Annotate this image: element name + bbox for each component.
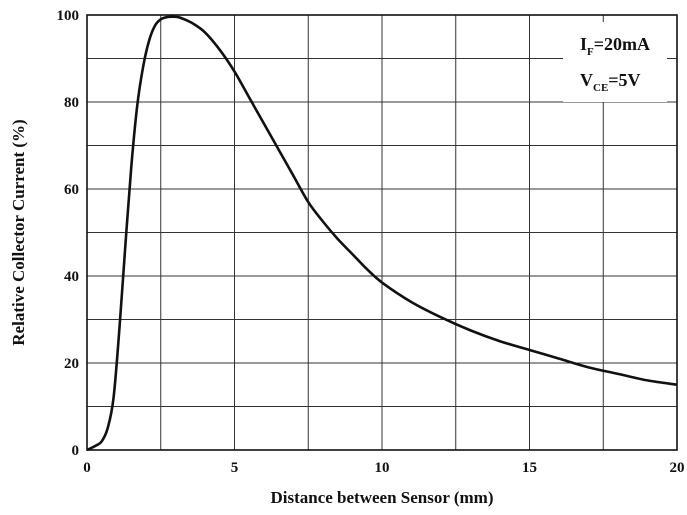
x-tick-label: 20 xyxy=(670,460,685,476)
x-tick-label: 5 xyxy=(231,460,239,476)
annotation-if-main: I xyxy=(580,34,587,54)
annotation-if-rest: =20mA xyxy=(594,34,650,54)
grid xyxy=(87,15,677,450)
y-axis-title: Relative Collector Current (%) xyxy=(9,119,28,345)
plot-frame xyxy=(86,14,678,451)
y-tick-label: 60 xyxy=(64,182,79,198)
annotation-vce-rest: =5V xyxy=(608,70,640,90)
x-axis-title: Distance between Sensor (mm) xyxy=(270,488,493,507)
annotation-vce-main: V xyxy=(580,70,593,90)
y-tick-label: 20 xyxy=(64,356,79,372)
tick-labels: 0 5 10 15 20 0 20 40 60 80 100 xyxy=(57,8,685,476)
x-tick-label: 0 xyxy=(83,460,91,476)
y-tick-label: 80 xyxy=(64,95,79,111)
annotation-if-sub: F xyxy=(587,46,594,58)
annotation-vce-sub: CE xyxy=(593,82,608,94)
legend-background xyxy=(563,22,667,102)
series-line xyxy=(86,15,678,452)
x-tick-label: 15 xyxy=(522,460,537,476)
annotation-vce: VCE=5V xyxy=(580,70,641,94)
legend: IF=20mA VCE=5V xyxy=(563,22,667,102)
y-tick-label: 100 xyxy=(57,8,80,24)
y-tick-label: 40 xyxy=(64,269,79,285)
series-layer xyxy=(86,15,678,452)
y-tick-label: 0 xyxy=(72,443,80,459)
x-tick-label: 10 xyxy=(375,460,390,476)
annotation-if: IF=20mA xyxy=(580,34,650,58)
